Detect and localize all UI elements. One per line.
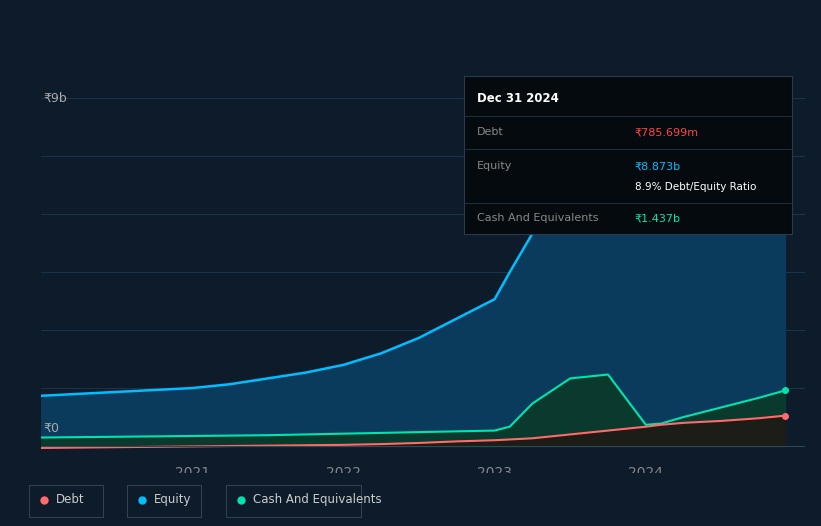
Text: 8.9% Debt/Equity Ratio: 8.9% Debt/Equity Ratio: [635, 181, 756, 192]
Text: Cash And Equivalents: Cash And Equivalents: [477, 213, 599, 224]
Text: Cash And Equivalents: Cash And Equivalents: [253, 493, 382, 506]
Text: Dec 31 2024: Dec 31 2024: [477, 92, 559, 105]
Text: Equity: Equity: [477, 161, 512, 171]
Text: ₹8.873b: ₹8.873b: [635, 161, 681, 171]
Text: ₹785.699m: ₹785.699m: [635, 127, 699, 137]
Text: Debt: Debt: [56, 493, 85, 506]
Text: Debt: Debt: [477, 127, 504, 137]
Text: Equity: Equity: [154, 493, 192, 506]
Text: ₹0: ₹0: [44, 422, 59, 435]
Text: ₹1.437b: ₹1.437b: [635, 213, 681, 224]
Text: ₹9b: ₹9b: [44, 92, 67, 105]
